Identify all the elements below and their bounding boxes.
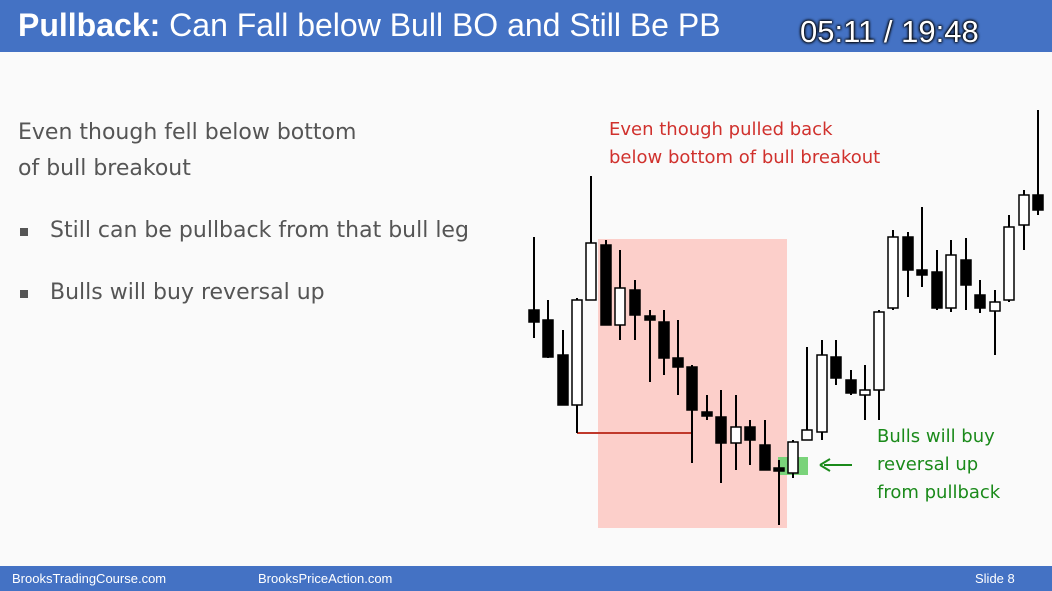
candle-body: [931, 271, 943, 309]
candle-body: [715, 416, 727, 444]
intro-line: Even though fell below bottom: [18, 120, 357, 145]
candle-body: [542, 319, 554, 358]
candle-body: [974, 294, 986, 309]
candle-body: [557, 354, 569, 406]
annotation-line: reversal up: [877, 454, 979, 475]
candle-body: [759, 444, 771, 471]
candle-body: [629, 289, 641, 316]
candle-body: [701, 411, 713, 417]
candle-body: [730, 426, 742, 444]
arrow-head: [819, 458, 831, 472]
candle-body: [960, 259, 972, 286]
candle-body: [873, 311, 885, 391]
slide-number: Slide 8: [975, 571, 1015, 586]
annotation-line: Bulls will buy: [877, 426, 995, 447]
candle-body: [528, 309, 540, 323]
candle-body: [672, 357, 684, 368]
candle-body: [902, 236, 914, 271]
candle-body: [845, 379, 857, 394]
candle-body: [644, 315, 656, 321]
bullet-marker: [20, 228, 28, 236]
candle-body: [816, 354, 828, 433]
footer: BrooksTradingCourse.com BrooksPriceActio…: [0, 566, 1052, 591]
title-rest: Can Fall below Bull BO and Still Be PB: [169, 7, 721, 43]
green-annotation: Bulls will buy reversal up from pullback: [877, 423, 1000, 507]
candle-body: [859, 389, 871, 396]
candlestick-illustration: [528, 110, 1044, 528]
candle-body: [686, 366, 698, 411]
header: Pullback: Can Fall below Bull BO and Sti…: [0, 0, 1052, 52]
annotation-line: below bottom of bull breakout: [609, 147, 881, 168]
red-annotation: Even though pulled back below bottom of …: [609, 116, 880, 172]
candle-body: [887, 236, 899, 309]
candle-body: [801, 429, 813, 441]
candle-body: [585, 242, 597, 301]
candle-body: [571, 299, 583, 406]
bullet-marker: [20, 290, 28, 298]
candle-body: [614, 287, 626, 326]
intro-line: of bull breakout: [18, 156, 191, 181]
title: Pullback: Can Fall below Bull BO and Sti…: [18, 0, 721, 50]
annotation-line: from pullback: [877, 482, 1001, 503]
timestamp: 05:11 / 19:48: [800, 14, 979, 49]
candle-body: [658, 321, 670, 359]
candle-body: [600, 244, 612, 326]
bullet-text: Bulls will buy reversal up: [50, 280, 325, 305]
candle-body: [916, 269, 928, 276]
candle-body: [830, 356, 842, 379]
bullet-text: Still can be pullback from that bull leg: [50, 218, 469, 243]
candle-body: [945, 254, 957, 309]
candle-body: [1003, 226, 1015, 301]
footer-left: BrooksTradingCourse.com: [12, 571, 167, 586]
title-bold: Pullback:: [18, 7, 161, 43]
candle-body: [1032, 194, 1044, 211]
candle-body: [989, 301, 1001, 312]
candle-body: [787, 441, 799, 474]
annotation-line: Even though pulled back: [609, 119, 833, 140]
candle-body: [744, 426, 756, 441]
candle-body: [1018, 194, 1030, 226]
footer-center: BrooksPriceAction.com: [258, 571, 393, 586]
candle-body: [773, 467, 785, 472]
